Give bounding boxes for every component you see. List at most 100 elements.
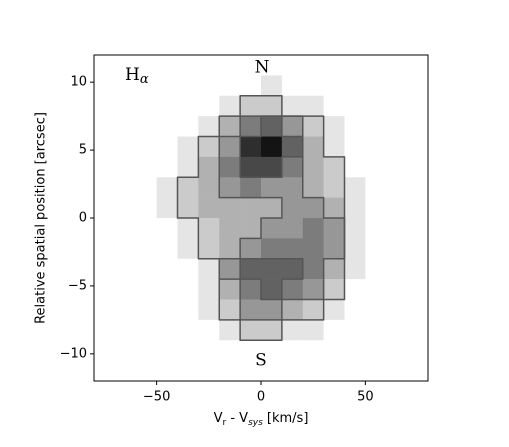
heatmap-cell <box>407 299 429 321</box>
heatmap-cell <box>281 218 304 239</box>
heatmap-cell <box>323 197 345 219</box>
heatmap-cell <box>94 95 116 117</box>
heatmap-cell <box>344 136 366 158</box>
heatmap-cell <box>219 299 241 321</box>
heatmap-cell <box>261 75 283 97</box>
heatmap-cell <box>114 319 137 341</box>
heatmap-cell <box>94 238 116 260</box>
heatmap-cell <box>219 218 241 239</box>
heatmap-cell <box>386 95 408 117</box>
heatmap-cell <box>240 340 262 361</box>
x-label-part: [km/s] <box>263 411 309 426</box>
heatmap-cell <box>323 116 345 137</box>
heatmap-cell <box>365 116 387 137</box>
heatmap-cell <box>156 197 178 219</box>
heatmap-cell <box>156 156 178 178</box>
heatmap-cell <box>219 95 241 117</box>
heatmap-cell <box>365 218 387 239</box>
heatmap-cell <box>219 258 241 280</box>
heatmap-cell <box>240 197 262 219</box>
heatmap-cell <box>94 279 116 300</box>
heatmap-cell <box>114 258 137 280</box>
heatmap-cell <box>156 299 178 321</box>
heatmap-cell <box>135 238 157 260</box>
heatmap-cell <box>344 116 366 137</box>
heatmap-cell <box>198 340 220 361</box>
heatmap-cell <box>281 177 304 198</box>
heatmap-cell <box>261 197 283 219</box>
heatmap-cell <box>156 136 178 158</box>
heatmap-cell <box>94 218 116 239</box>
y-tick-label: −10 <box>60 346 87 361</box>
heatmap-cell <box>94 360 116 382</box>
x-label-sub: r <box>223 418 227 428</box>
heatmap-cell <box>407 95 429 117</box>
heatmap-cell <box>135 156 157 178</box>
heatmap-cell <box>302 340 324 361</box>
heatmap-cell <box>240 218 262 239</box>
heatmap-cell <box>302 218 324 239</box>
heatmap-cell <box>177 95 199 117</box>
heatmap-cell <box>94 340 116 361</box>
heatmap-cell <box>365 55 387 76</box>
heatmap-cell <box>365 258 387 280</box>
heatmap-cell <box>261 238 283 260</box>
heatmap-cell <box>177 55 199 76</box>
heatmap-cell <box>240 136 262 158</box>
heatmap-cell <box>344 238 366 260</box>
heatmap-cell <box>323 55 345 76</box>
heatmap-cell <box>365 360 387 382</box>
heatmap-cell <box>365 319 387 341</box>
heatmap-cell <box>302 360 324 382</box>
contour-line <box>239 115 304 301</box>
heatmap-cell <box>323 340 345 361</box>
heatmap-cell <box>344 360 366 382</box>
heatmap-cell <box>281 156 304 178</box>
heatmap-cell <box>261 116 283 137</box>
x-label-part: - V <box>226 411 248 426</box>
heatmap-cell <box>156 75 178 97</box>
heatmap-cell <box>198 136 220 158</box>
heatmap-cell <box>114 156 137 178</box>
heatmap-cell <box>386 55 408 76</box>
heatmap-cell <box>323 279 345 300</box>
heatmap-cell <box>386 116 408 137</box>
heatmap-cell <box>365 279 387 300</box>
heatmap-cell <box>344 319 366 341</box>
x-label-part: V <box>214 411 223 426</box>
heatmap-cell <box>323 156 345 178</box>
heatmap-cell <box>323 218 345 239</box>
heatmap-cell <box>344 177 366 198</box>
heatmap-cell <box>386 279 408 300</box>
heatmap-cell <box>365 238 387 260</box>
annotation-subscript: α <box>140 72 149 87</box>
heatmap-cell <box>302 95 324 117</box>
heatmap-cell <box>198 177 220 198</box>
heatmap-cell <box>407 360 429 382</box>
heatmap-cell <box>386 319 408 341</box>
heatmap-cell <box>240 177 262 198</box>
heatmap-cell <box>281 360 304 382</box>
heatmap-cell <box>219 238 241 260</box>
heatmap-cell <box>198 360 220 382</box>
heatmap-cell <box>281 238 304 260</box>
heatmap-cell <box>240 279 262 300</box>
heatmap-cell <box>407 238 429 260</box>
heatmap-cell <box>261 279 283 300</box>
heatmap-cell <box>240 319 262 341</box>
heatmap-cell <box>323 136 345 158</box>
y-tick-label: −5 <box>68 278 87 293</box>
heatmap-cell <box>114 360 137 382</box>
heatmap-cell <box>240 360 262 382</box>
heatmap-cell <box>198 238 220 260</box>
heatmap-cell <box>135 279 157 300</box>
heatmap-cell <box>261 319 283 341</box>
heatmap-cell <box>114 197 137 219</box>
heatmap-cell <box>135 258 157 280</box>
heatmap-cell <box>240 258 262 280</box>
heatmap-cell <box>219 340 241 361</box>
heatmap-cell <box>198 258 220 280</box>
heatmap-cell <box>177 116 199 137</box>
heatmap-cell <box>177 136 199 158</box>
x-tick-label: 0 <box>257 390 265 405</box>
